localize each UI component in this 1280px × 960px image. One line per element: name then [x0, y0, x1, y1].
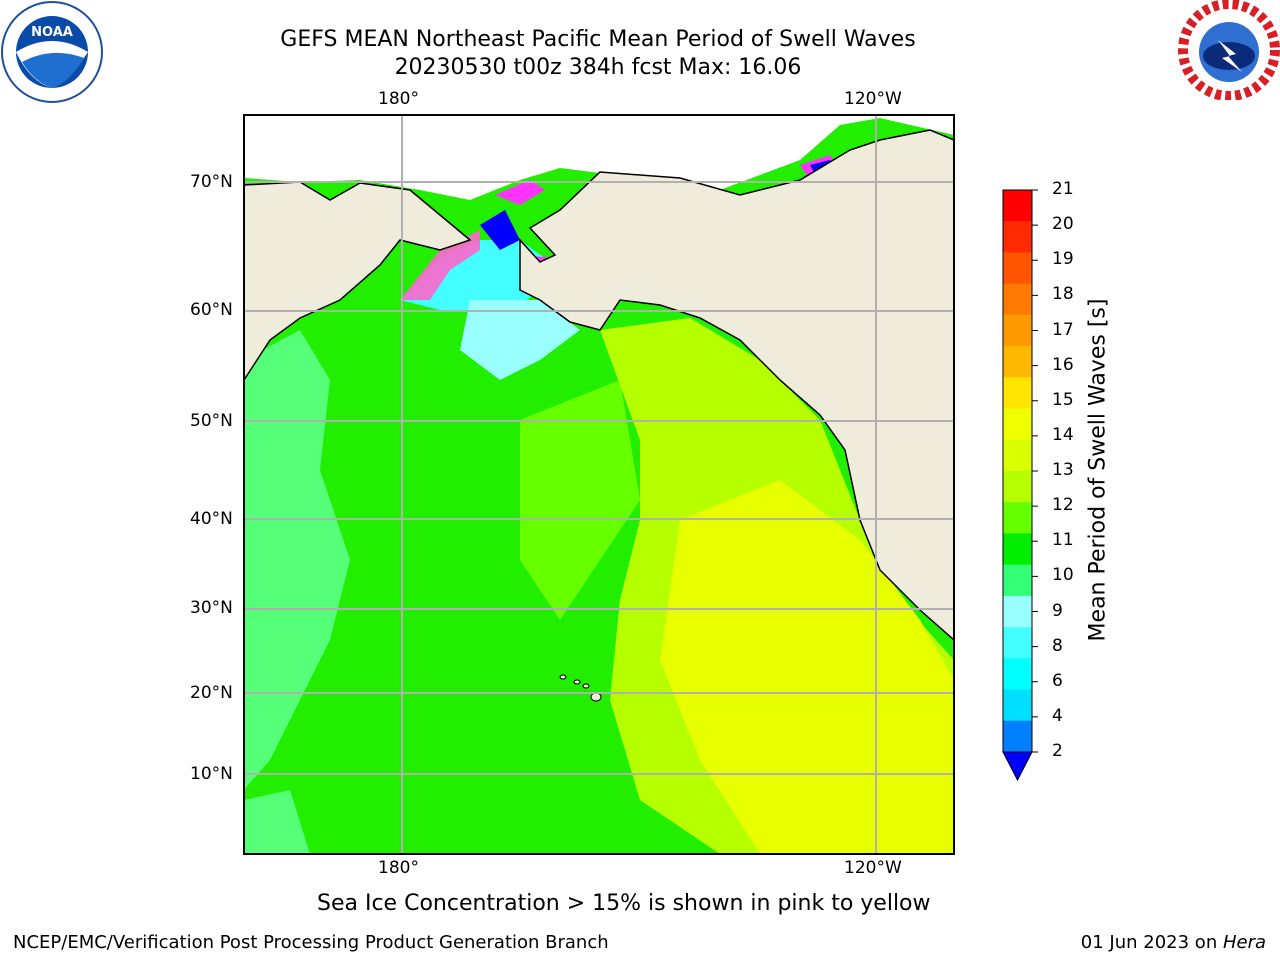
footer-date: 01 Jun 2023 on: [1080, 932, 1223, 953]
colorbar-swatch: [1003, 346, 1032, 378]
bering-light-cyan: [460, 300, 580, 380]
ocean-light-green-west: [244, 330, 350, 790]
lat-label-50n: 50°N: [190, 411, 233, 431]
lat-label-70n: 70°N: [190, 172, 233, 192]
colorbar-swatch: [1003, 720, 1032, 753]
colorbar: [1002, 189, 1038, 782]
colorbar-swatch: [1003, 627, 1032, 659]
bering-cyan: [400, 240, 550, 310]
colorbar-swatch: [1003, 221, 1032, 253]
colorbar-tick-label: 14: [1052, 424, 1074, 445]
noaa-logo: NOAA: [0, 0, 104, 104]
colorbar-tick-label: 13: [1052, 460, 1074, 480]
colorbar-swatch: [1003, 595, 1032, 628]
sea-ice-pink: [400, 230, 480, 300]
colorbar-tick-label: 8: [1052, 635, 1063, 656]
colorbar-swatch: [1003, 689, 1032, 722]
colorbar-tick-label: 12: [1052, 495, 1074, 516]
ocean-yellow: [660, 480, 954, 854]
colorbar-swatch: [1003, 658, 1032, 691]
colorbar-swatch: [1003, 283, 1032, 316]
colorbar-tick-label: 10: [1052, 565, 1074, 586]
colorbar-tick-label: 18: [1052, 284, 1074, 305]
sea-ice-blue: [480, 210, 520, 250]
colorbar-tick-label: 21: [1052, 179, 1074, 199]
footer-host: Hera: [1222, 932, 1266, 953]
colorbar-tick-label: 16: [1052, 354, 1074, 375]
colorbar-tick-label: 4: [1052, 705, 1063, 726]
colorbar-swatch: [1003, 190, 1032, 222]
lat-label-60n: 60°N: [190, 300, 233, 320]
sea-ice-magenta-north: [495, 180, 545, 205]
chart-title-line1: GEFS MEAN Northeast Pacific Mean Period …: [280, 27, 916, 52]
colorbar-tick-label: 9: [1052, 600, 1063, 621]
footer-right: 01 Jun 2023 on Hera: [1081, 932, 1266, 953]
noaa-logo-text: NOAA: [31, 25, 73, 40]
chart-title-line2: 20230530 t00z 384h fcst Max: 16.06: [394, 55, 802, 80]
hawaii-islands: [559, 674, 602, 702]
lat-label-30n: 30°N: [190, 598, 233, 618]
sea-ice-note: Sea Ice Concentration > 15% is shown in …: [317, 891, 931, 916]
colorbar-tick-label: 15: [1052, 389, 1074, 410]
lon-label-top-120w: 120°W: [844, 89, 902, 109]
ocean-mid-green: [520, 380, 640, 620]
footer-left: NCEP/EMC/Verification Post Processing Pr…: [13, 932, 609, 953]
colorbar-tick-label: 6: [1052, 670, 1063, 691]
lon-label-bottom-120w: 120°W: [844, 858, 902, 878]
colorbar-label: Mean Period of Swell Waves [s]: [1085, 298, 1111, 642]
arctic-nodata: [244, 115, 954, 200]
colorbar-swatch: [1003, 408, 1032, 441]
colorbar-tick-label: 11: [1052, 530, 1074, 551]
graticule: [244, 115, 954, 854]
lat-label-10n: 10°N: [190, 764, 233, 784]
colorbar-swatch: [1003, 564, 1032, 597]
nws-logo: [1178, 0, 1280, 101]
lat-label-20n: 20°N: [190, 683, 233, 703]
lat-label-40n: 40°N: [190, 509, 233, 529]
colorbar-swatch: [1003, 377, 1032, 410]
map-frame: [243, 114, 955, 855]
colorbar-tick-label: 20: [1052, 214, 1074, 235]
colorbar-tick-label: 2: [1052, 741, 1063, 761]
colorbar-swatch: [1003, 439, 1032, 472]
colorbar-swatch: [1003, 502, 1032, 534]
colorbar-swatch: [1003, 533, 1032, 566]
ocean-light-green-sw: [244, 790, 310, 854]
lon-label-top-180: 180°: [378, 89, 419, 109]
colorbar-swatch: [1003, 314, 1032, 347]
colorbar-tick-label: 19: [1052, 249, 1074, 270]
colorbar-swatch: [1003, 252, 1032, 285]
land-asia: [244, 181, 472, 382]
colorbar-swatch: [1003, 471, 1032, 503]
lon-label-bottom-180: 180°: [378, 858, 419, 878]
colorbar-extend-arrow: [1002, 751, 1033, 782]
colorbar-tick-label: 17: [1052, 319, 1074, 340]
